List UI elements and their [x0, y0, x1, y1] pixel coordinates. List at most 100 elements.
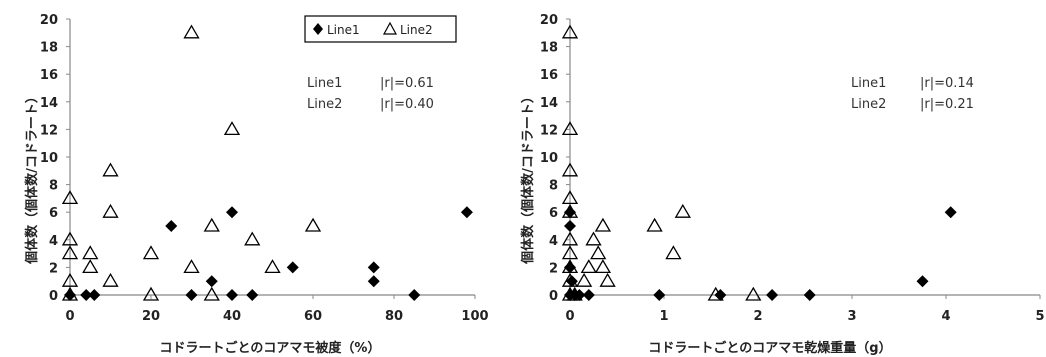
- annotation-right-line2-stat: |r|=0.21: [920, 97, 974, 112]
- point-line2-right: [561, 121, 579, 136]
- y-tick-label-left: 20: [40, 13, 58, 28]
- point-line2-right: [646, 217, 663, 232]
- point-line1-left: [205, 275, 218, 288]
- legend-triangle-icon: [382, 21, 398, 35]
- y-tick-label-left: 6: [49, 206, 58, 221]
- annotation-left-line1-label: Line1: [307, 76, 342, 91]
- point-line2-left: [82, 245, 99, 260]
- y-tick-label-right: 20: [540, 13, 558, 28]
- point-line1-left: [460, 206, 473, 219]
- y-tick-label-right: 16: [540, 68, 558, 83]
- point-line1-left: [88, 289, 101, 301]
- point-line2-left: [102, 203, 119, 218]
- x-tick-label-right: 1: [659, 309, 668, 324]
- y-tick-label-right: 14: [540, 96, 558, 111]
- y-axis-title-right: 個体数（個体数/コドラート）: [520, 90, 536, 265]
- y-tick-label-left: 16: [40, 68, 58, 83]
- point-line2-right: [566, 286, 583, 301]
- point-line2-right: [561, 24, 579, 39]
- point-line1-right: [803, 289, 816, 301]
- point-line2-left: [264, 259, 281, 274]
- point-line2-left: [183, 259, 200, 274]
- y-tick-label-right: 8: [549, 179, 558, 194]
- annotation-left-line2-stat: |r|=0.40: [380, 97, 434, 112]
- point-line2-right: [561, 190, 579, 205]
- point-line2-right: [561, 162, 579, 177]
- chart-left: 0 2 4 6 8 10 12 14 16 18 20 0 20 40 60 80 100 コドラートごとのコアマ…: [24, 13, 489, 356]
- y-tick-label-left: 18: [40, 41, 58, 56]
- legend-line2-label: Line2: [400, 23, 433, 37]
- y-tick-label-left: 4: [49, 234, 58, 249]
- point-line2-right: [674, 203, 691, 218]
- legend: Line1 Line2: [304, 15, 457, 43]
- point-line2-left: [142, 245, 160, 260]
- legend-diamond-icon: [313, 23, 323, 35]
- y-tick-label-right: 18: [540, 41, 558, 56]
- point-line2-left: [102, 272, 119, 287]
- point-line2-right: [580, 259, 597, 274]
- point-line2-right: [575, 272, 593, 287]
- point-line1-left: [367, 275, 380, 288]
- legend-box: [304, 15, 457, 43]
- y-axis-title-left: 個体数（個体数/コドラート）: [24, 90, 40, 265]
- point-line1-left: [226, 206, 238, 219]
- point-line2-right: [599, 272, 616, 287]
- y-tick-label-left: 12: [40, 123, 58, 138]
- point-line1-left: [165, 220, 178, 232]
- y-tick-label-right: 10: [540, 151, 558, 166]
- x-tick-label-left: 20: [142, 309, 160, 324]
- point-line2-right: [594, 217, 612, 232]
- annotation-right-line1-stat: |r|=0.14: [920, 76, 974, 91]
- point-line2-left: [183, 24, 200, 39]
- point-line2-right: [561, 272, 579, 287]
- x-tick-label-left: 80: [385, 309, 403, 324]
- point-line2-left: [61, 190, 79, 205]
- point-line1-right: [916, 275, 929, 288]
- point-line2-right: [745, 286, 762, 301]
- y-tick-label-left: 14: [40, 96, 58, 111]
- point-line2-right: [665, 245, 682, 260]
- point-line1-right: [653, 289, 666, 301]
- point-line2-right: [585, 231, 602, 246]
- point-line1-left: [286, 261, 299, 274]
- x-tick-label-left: 0: [65, 309, 74, 324]
- y-tick-label-left: 10: [40, 151, 58, 166]
- point-line2-left: [223, 121, 241, 136]
- x-tick-label-left: 60: [304, 309, 322, 324]
- point-line2-right: [561, 245, 579, 260]
- point-line2-left: [304, 217, 322, 232]
- point-line2-left: [82, 259, 99, 274]
- point-line2-left: [142, 286, 160, 301]
- point-line2-left: [244, 231, 261, 246]
- x-axis-title-left: コドラートごとのコアマモ被度（%）: [160, 340, 381, 356]
- y-tick-label-left: 0: [49, 289, 58, 304]
- x-axis-title-right: コドラートごとのコアマモ乾燥重量（g）: [648, 340, 891, 356]
- y-tick-label-right: 0: [549, 289, 558, 304]
- point-line1-right: [944, 206, 957, 219]
- point-line2-right: [707, 286, 724, 301]
- annotation-right-line2-label: Line2: [851, 97, 886, 112]
- point-line2-left: [61, 231, 79, 246]
- point-line1-left: [185, 289, 198, 301]
- point-line1-left: [226, 289, 238, 301]
- x-tick-label-left: 40: [223, 309, 241, 324]
- point-line2-right: [561, 203, 579, 218]
- point-line2-left: [102, 162, 119, 177]
- y-tick-label-left: 2: [49, 261, 58, 276]
- x-tick-label-right: 5: [1035, 309, 1044, 324]
- legend-line1-label: Line1: [327, 23, 360, 37]
- point-line1-right: [564, 220, 576, 232]
- point-line1-right: [565, 275, 578, 288]
- annotation-left-line2-label: Line2: [307, 97, 342, 112]
- point-line2-left: [61, 245, 79, 260]
- x-tick-label-right: 3: [847, 309, 856, 324]
- point-line2-left: [61, 286, 79, 301]
- point-line1-left: [367, 261, 380, 274]
- y-tick-label-right: 2: [549, 261, 558, 276]
- x-tick-label-right: 0: [565, 309, 574, 324]
- point-line1-left: [408, 289, 421, 301]
- point-line2-right: [594, 259, 612, 274]
- x-tick-label-right: 4: [941, 309, 950, 324]
